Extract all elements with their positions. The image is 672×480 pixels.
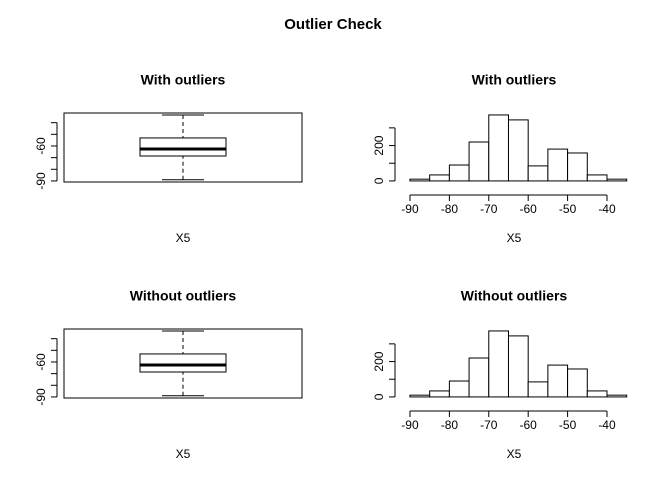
y-tick-label: 0 [372,177,386,184]
bar [507,119,529,182]
x-tick-label: -50 [559,418,577,432]
bar [567,368,588,398]
y-tick-label: 0 [372,393,386,400]
x-tick-label: -40 [598,418,616,432]
box [139,353,227,373]
bar [468,141,490,182]
bar [527,165,549,182]
bar [507,335,529,398]
y-tick-label: 200 [372,135,386,155]
bar [468,357,490,398]
x-axis-label: X5 [176,447,191,461]
bar [429,390,450,398]
box [139,137,227,157]
x-tick-label: -90 [401,418,419,432]
bar [586,174,608,182]
panel-title: Without outliers [461,288,568,304]
y-tick-label: -60 [34,353,48,371]
x-axis-label: X5 [176,231,191,245]
bar [488,330,509,398]
bar [448,380,470,398]
x-tick-label: -50 [559,202,577,216]
y-tick-label: -60 [34,137,48,155]
panel-title: With outliers [141,72,226,88]
panel-title: With outliers [472,72,557,88]
y-tick-label: -90 [34,388,48,406]
chart-title: Outlier Check [284,16,382,33]
bar [586,390,608,398]
x-tick-label: -90 [401,202,419,216]
plot-box [63,112,303,183]
y-tick-label: 200 [372,351,386,371]
x-tick-label: -80 [441,418,459,432]
x-tick-label: -40 [598,202,616,216]
bar [409,178,431,182]
bar [429,174,450,182]
y-tick-label: -90 [34,172,48,190]
x-tick-label: -80 [441,202,459,216]
x-tick-label: -70 [480,418,498,432]
x-axis-label: X5 [507,447,522,461]
bar [606,394,628,398]
x-tick-label: -70 [480,202,498,216]
panel-title: Without outliers [130,288,237,304]
bar [547,148,569,182]
x-axis-label: X5 [507,231,522,245]
bar [527,381,549,398]
plot-box [63,328,303,399]
x-tick-label: -60 [520,202,538,216]
bar [488,114,509,182]
bar [567,152,588,182]
bar [606,178,628,182]
bar [409,394,431,398]
bar [448,164,470,182]
bar [547,364,569,398]
x-tick-label: -60 [520,418,538,432]
